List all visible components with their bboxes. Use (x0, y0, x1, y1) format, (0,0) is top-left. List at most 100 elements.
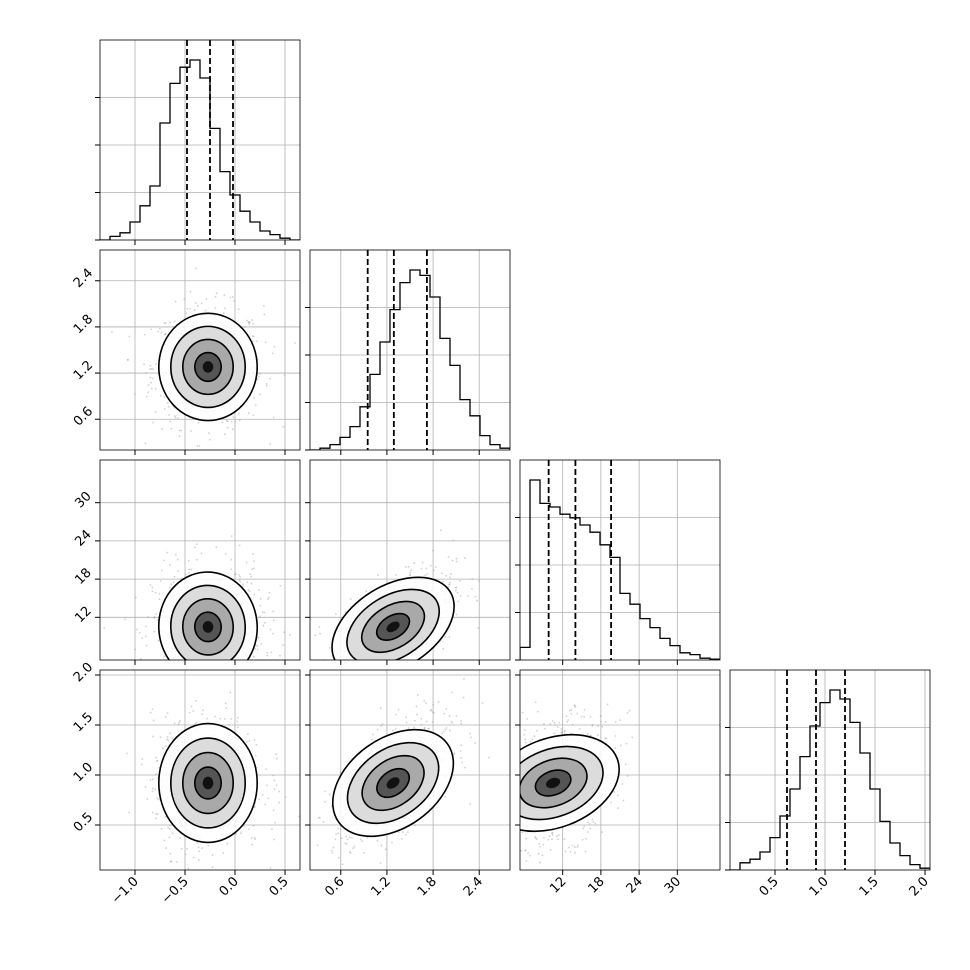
scatter-point (373, 678, 375, 680)
scatter-point (315, 711, 317, 713)
scatter-point (149, 368, 151, 371)
scatter-point (215, 546, 218, 549)
scatter-point (557, 834, 560, 836)
scatter-point (272, 610, 275, 613)
scatter-point (198, 665, 200, 667)
scatter-point (238, 579, 241, 582)
x-tick-label: 0.6 (322, 874, 347, 899)
scatter-point (433, 711, 435, 714)
scatter-point (145, 625, 147, 628)
scatter-point (136, 628, 138, 631)
scatter-point (159, 394, 162, 397)
scatter-point (279, 584, 282, 587)
scatter-point (230, 535, 233, 538)
scatter-point (284, 796, 287, 799)
scatter-point (384, 848, 387, 851)
scatter-point (332, 846, 335, 849)
scatter-point (172, 718, 174, 720)
scatter-point (367, 667, 369, 669)
scatter-point (230, 568, 233, 571)
scatter-point (174, 673, 176, 675)
scatter-point (145, 644, 148, 647)
scatter-point (466, 595, 469, 597)
scatter-point (267, 797, 270, 800)
scatter-point (179, 836, 181, 839)
scatter-point (548, 835, 551, 838)
scatter-point (571, 844, 574, 847)
scatter-point (514, 812, 516, 814)
scatter-point (343, 691, 345, 693)
scatter-point (404, 666, 406, 668)
scatter-point (423, 727, 426, 730)
scatter-point (381, 692, 383, 694)
scatter-point (188, 711, 191, 714)
scatter-point (551, 833, 554, 836)
scatter-point (151, 590, 154, 593)
scatter-point (515, 757, 517, 759)
scatter-point (459, 750, 462, 752)
scatter-point (310, 870, 312, 872)
scatter-point (359, 680, 361, 682)
scatter-point (170, 860, 173, 863)
scatter-point (228, 723, 231, 726)
panel-frame (729, 669, 931, 871)
scatter-point (501, 780, 503, 782)
scatter-point (209, 695, 211, 697)
scatter-point (328, 647, 331, 649)
scatter-point (448, 636, 451, 639)
scatter-point (259, 615, 261, 618)
scatter-point (160, 679, 162, 681)
scatter-point (516, 790, 518, 792)
scatter-point (366, 836, 369, 839)
scatter-point (283, 374, 286, 377)
scatter-point (150, 367, 153, 370)
density-contour (386, 621, 400, 633)
scatter-point (187, 559, 190, 562)
scatter-point (190, 430, 193, 433)
scatter-point (406, 831, 409, 834)
scatter-point (407, 727, 410, 729)
scatter-point (474, 833, 476, 835)
scatter-point (600, 831, 603, 833)
scatter-point (269, 443, 271, 445)
scatter-point (169, 586, 171, 589)
scatter-point (173, 320, 176, 323)
scatter-point (455, 586, 458, 589)
scatter-point (506, 847, 508, 849)
scatter-point (586, 821, 589, 824)
scatter-point (516, 786, 518, 788)
scatter-point (625, 742, 628, 745)
scatter-point (217, 663, 219, 665)
scatter-point (202, 881, 204, 883)
scatter-point (488, 841, 490, 843)
scatter-point (592, 820, 595, 823)
scatter-point (567, 719, 570, 721)
scatter-point (583, 708, 586, 711)
scatter-point (217, 663, 219, 665)
scatter-point (395, 713, 398, 716)
scatter-point (551, 832, 553, 835)
scatter-point (219, 717, 222, 720)
scatter-point (460, 720, 462, 722)
scatter-point (347, 874, 349, 876)
scatter-point (502, 806, 504, 808)
scatter-point (556, 726, 559, 729)
scatter-point (272, 416, 275, 419)
scatter-point (543, 727, 546, 730)
scatter-point (152, 719, 155, 722)
scatter-point (206, 717, 209, 720)
scatter-point (167, 739, 170, 742)
scatter-point (344, 680, 346, 682)
scatter-point (252, 414, 255, 417)
panel-3-3: 0.5 1.0 1.5 2.0 (725, 669, 932, 899)
scatter-point (253, 560, 255, 562)
scatter-point (469, 803, 471, 806)
scatter-point (238, 412, 240, 415)
x-tick-label: 24 (624, 874, 646, 896)
scatter-point (153, 617, 156, 619)
scatter-point (149, 376, 152, 379)
scatter-point (534, 837, 537, 840)
scatter-point (195, 663, 197, 665)
scatter-point (246, 319, 248, 322)
scatter-point (179, 719, 181, 722)
